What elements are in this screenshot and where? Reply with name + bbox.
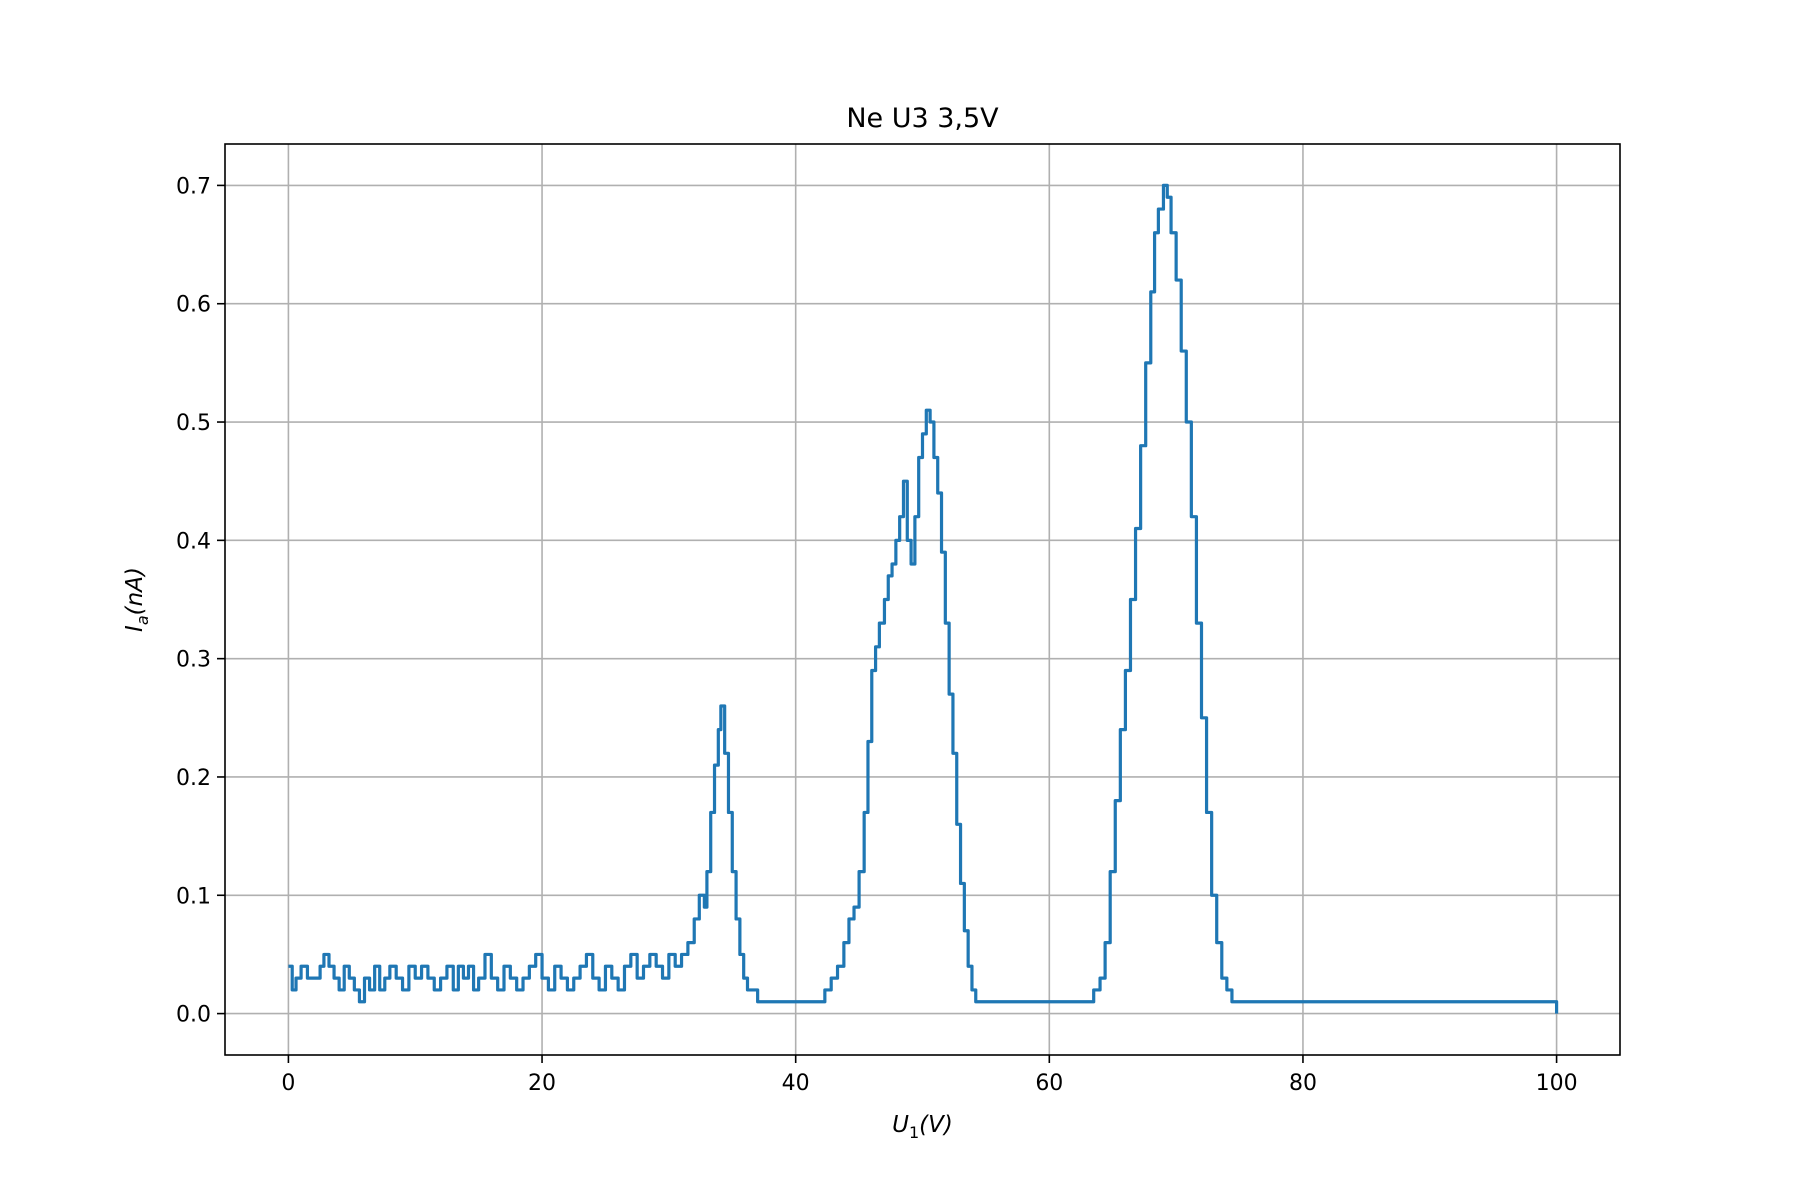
y-tick-label: 0.1: [176, 884, 211, 909]
x-tick-label: 0: [281, 1071, 295, 1096]
x-tick-label: 60: [1035, 1071, 1063, 1096]
y-tick-label: 0.3: [176, 648, 211, 673]
y-tick-label: 0.4: [176, 529, 211, 554]
y-tick-label: 0.5: [176, 411, 211, 436]
y-axis-label-sub: a: [133, 615, 152, 625]
x-axis-label-unit: (V): [919, 1112, 953, 1138]
x-axis-label: U1(V): [892, 1112, 953, 1142]
series-line-current: [288, 183, 1559, 1014]
x-tick-label: 20: [528, 1071, 556, 1096]
y-axis-label-unit: (nA): [122, 567, 148, 615]
chart-title: Ne U3 3,5V: [846, 103, 999, 134]
axis-ticks: 0 20 40 60 80 100 0.0 0.1 0.2 0.3 0.4 0.5 0.6 0.7: [176, 174, 1578, 1096]
x-tick-label: 40: [782, 1071, 810, 1096]
grid: [225, 144, 1620, 1055]
x-tick-label: 80: [1289, 1071, 1317, 1096]
y-axis-label: Ia(nA): [122, 567, 152, 632]
y-tick-label: 0.0: [176, 1003, 211, 1028]
x-axis-label-base: U: [892, 1112, 909, 1138]
y-tick-label: 0.6: [176, 293, 211, 318]
plot-frame: [224, 143, 1621, 1056]
y-tick-label: 0.7: [176, 174, 211, 199]
y-axis-label-base: I: [122, 625, 148, 632]
x-axis-label-sub: 1: [909, 1123, 919, 1142]
y-tick-label: 0.2: [176, 766, 211, 791]
x-tick-label: 100: [1536, 1071, 1578, 1096]
